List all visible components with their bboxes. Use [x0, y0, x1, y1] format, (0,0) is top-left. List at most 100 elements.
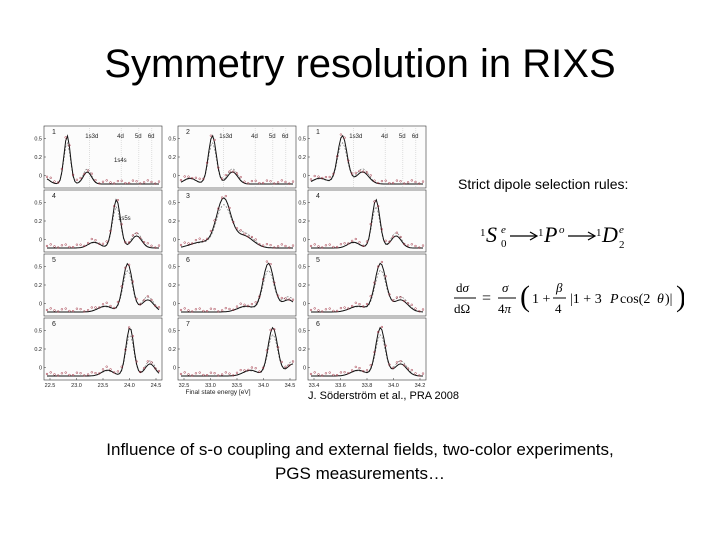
- data-point: [75, 243, 79, 246]
- data-point: [261, 181, 265, 185]
- data-point: [391, 366, 395, 369]
- data-point: [135, 297, 138, 300]
- y-tick-label: 0.2: [298, 219, 306, 225]
- data-point: [116, 179, 120, 183]
- panel-number: 6: [52, 321, 56, 328]
- data-point: [64, 307, 67, 310]
- data-point: [209, 371, 213, 374]
- data-point: [187, 309, 190, 312]
- data-point: [64, 371, 67, 374]
- y-tick-label: 0.5: [298, 328, 306, 334]
- y-tick-label: 0.2: [298, 347, 306, 353]
- svg-text:dσ: dσ: [456, 280, 470, 295]
- data-point: [79, 243, 82, 246]
- data-point: [187, 175, 190, 178]
- data-point: [113, 182, 116, 185]
- data-point: [224, 173, 227, 177]
- peak-label: 5d: [399, 134, 406, 140]
- data-point: [228, 307, 231, 311]
- data-point: [377, 330, 380, 334]
- y-tick-label: 0: [303, 302, 306, 308]
- svg-text:1: 1: [596, 227, 602, 239]
- data-point: [388, 181, 391, 185]
- data-point: [146, 360, 149, 363]
- y-tick-label: 0.2: [298, 155, 306, 161]
- data-point: [291, 298, 295, 301]
- data-point: [380, 260, 384, 264]
- data-point: [414, 307, 417, 310]
- data-point: [150, 180, 153, 184]
- footer-text: Influence of s-o coupling and external f…: [30, 438, 690, 486]
- data-point: [139, 182, 142, 185]
- data-point: [120, 365, 123, 368]
- data-point: [269, 243, 272, 247]
- panel-number: 1: [52, 129, 56, 136]
- data-point: [265, 242, 269, 246]
- y-tick-label: 0.5: [298, 200, 306, 206]
- data-point: [347, 371, 350, 375]
- spectrum-panel: [307, 125, 427, 189]
- y-tick-label: 0.5: [298, 136, 306, 142]
- selection-rules-label: Strict dipole selection rules:: [458, 176, 629, 192]
- svg-text:=: =: [482, 290, 491, 307]
- cross-section-equation: dσ dΩ = σ 4π ( 1 + β 4 |1 + 3 P cos(2 θ …: [452, 272, 686, 324]
- data-point: [347, 159, 350, 162]
- data-point: [247, 368, 250, 372]
- peak-label: 1s3d: [219, 134, 232, 140]
- data-point: [83, 172, 86, 176]
- data-point: [354, 301, 357, 304]
- data-point: [127, 241, 131, 244]
- x-tick-label: 23.0: [71, 383, 82, 389]
- data-point: [131, 335, 135, 338]
- data-point: [328, 307, 331, 310]
- svg-text:θ: θ: [657, 292, 664, 307]
- x-tick-label: 33.8: [362, 383, 373, 389]
- data-point: [71, 245, 75, 249]
- data-point: [265, 349, 269, 352]
- data-point: [350, 369, 354, 372]
- data-point: [280, 296, 283, 300]
- data-point: [198, 237, 201, 240]
- data-point: [410, 243, 413, 246]
- data-point: [332, 373, 335, 377]
- data-point: [101, 303, 105, 306]
- data-point: [309, 244, 313, 248]
- peak-label: 1s3d: [85, 134, 98, 140]
- data-point: [191, 374, 194, 377]
- peak-label: 4d: [251, 134, 258, 140]
- data-point: [339, 243, 343, 246]
- data-point: [313, 174, 316, 178]
- data-point: [258, 181, 261, 185]
- data-point: [217, 207, 220, 210]
- data-point: [198, 177, 201, 180]
- data-point: [198, 371, 201, 374]
- data-point: [235, 227, 239, 230]
- data-point: [49, 243, 52, 246]
- data-point: [213, 219, 216, 222]
- panel-number: 4: [52, 193, 56, 200]
- data-point: [109, 229, 112, 233]
- peak-label: 4d: [117, 134, 124, 140]
- data-point: [194, 372, 198, 375]
- data-point: [157, 306, 161, 309]
- data-point: [90, 306, 93, 309]
- data-point: [317, 373, 320, 376]
- data-point: [228, 206, 231, 210]
- data-point: [410, 303, 413, 306]
- data-point: [276, 346, 280, 349]
- data-point: [332, 309, 335, 313]
- x-tick-label: 33.5: [232, 383, 243, 389]
- data-point: [109, 304, 112, 308]
- fit-curve-solid: [47, 327, 160, 377]
- data-point: [265, 260, 269, 263]
- data-point: [68, 144, 71, 147]
- data-point: [179, 372, 183, 376]
- panel-number: 5: [52, 257, 56, 264]
- data-point: [209, 134, 213, 137]
- y-tick-label: 0: [39, 366, 42, 372]
- data-point: [142, 299, 146, 302]
- data-point: [83, 244, 86, 248]
- svg-text:β: β: [555, 280, 563, 295]
- rixs-spectra-figure: 0.5 0.2 0 1 1s3d 4d 5d 6d 0.5 0.2 0 4 0.5 0.2 0 5 0.5 0.2…: [30, 118, 430, 396]
- spectrum-panel: [307, 317, 427, 381]
